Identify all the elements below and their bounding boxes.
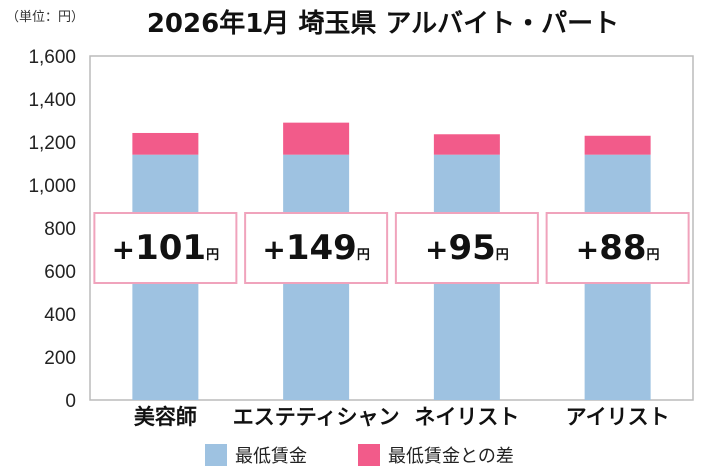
- category-label: アイリスト: [566, 405, 670, 429]
- difference-label-box: [545, 212, 690, 284]
- bar-diff: [132, 132, 199, 155]
- legend-swatch: [205, 444, 227, 466]
- difference-label: +149円: [262, 228, 369, 268]
- chart-title: 2026年1月 埼玉県 アルバイト・パート: [147, 8, 619, 39]
- difference-label: +101円: [112, 228, 219, 268]
- legend-label: 最低賃金との差: [388, 446, 514, 467]
- difference-label: +95円: [425, 228, 509, 268]
- bar-diff: [433, 134, 500, 155]
- difference-label-box: [244, 212, 389, 284]
- y-tick-label: 1,000: [28, 176, 76, 197]
- difference-label-box: [394, 212, 539, 284]
- y-tick-label: 0: [65, 391, 76, 412]
- category-label: 美容師: [134, 405, 197, 429]
- category-label: エステティシャン: [233, 405, 400, 429]
- legend-label: 最低賃金: [235, 446, 307, 467]
- unit-label: （単位：円）: [6, 9, 84, 24]
- y-tick-label: 800: [44, 219, 76, 240]
- y-tick-label: 1,200: [28, 133, 76, 154]
- y-tick-label: 400: [44, 305, 76, 326]
- bar-diff: [283, 122, 350, 155]
- y-tick-label: 1,600: [28, 47, 76, 68]
- difference-label: +88円: [576, 228, 660, 268]
- y-tick-label: 200: [44, 348, 76, 369]
- y-tick-label: 1,400: [28, 90, 76, 111]
- legend-swatch: [358, 444, 380, 466]
- bar-diff: [584, 135, 651, 155]
- y-tick-label: 600: [44, 262, 76, 283]
- difference-label-box: [93, 212, 238, 284]
- category-label: ネイリスト: [414, 405, 519, 429]
